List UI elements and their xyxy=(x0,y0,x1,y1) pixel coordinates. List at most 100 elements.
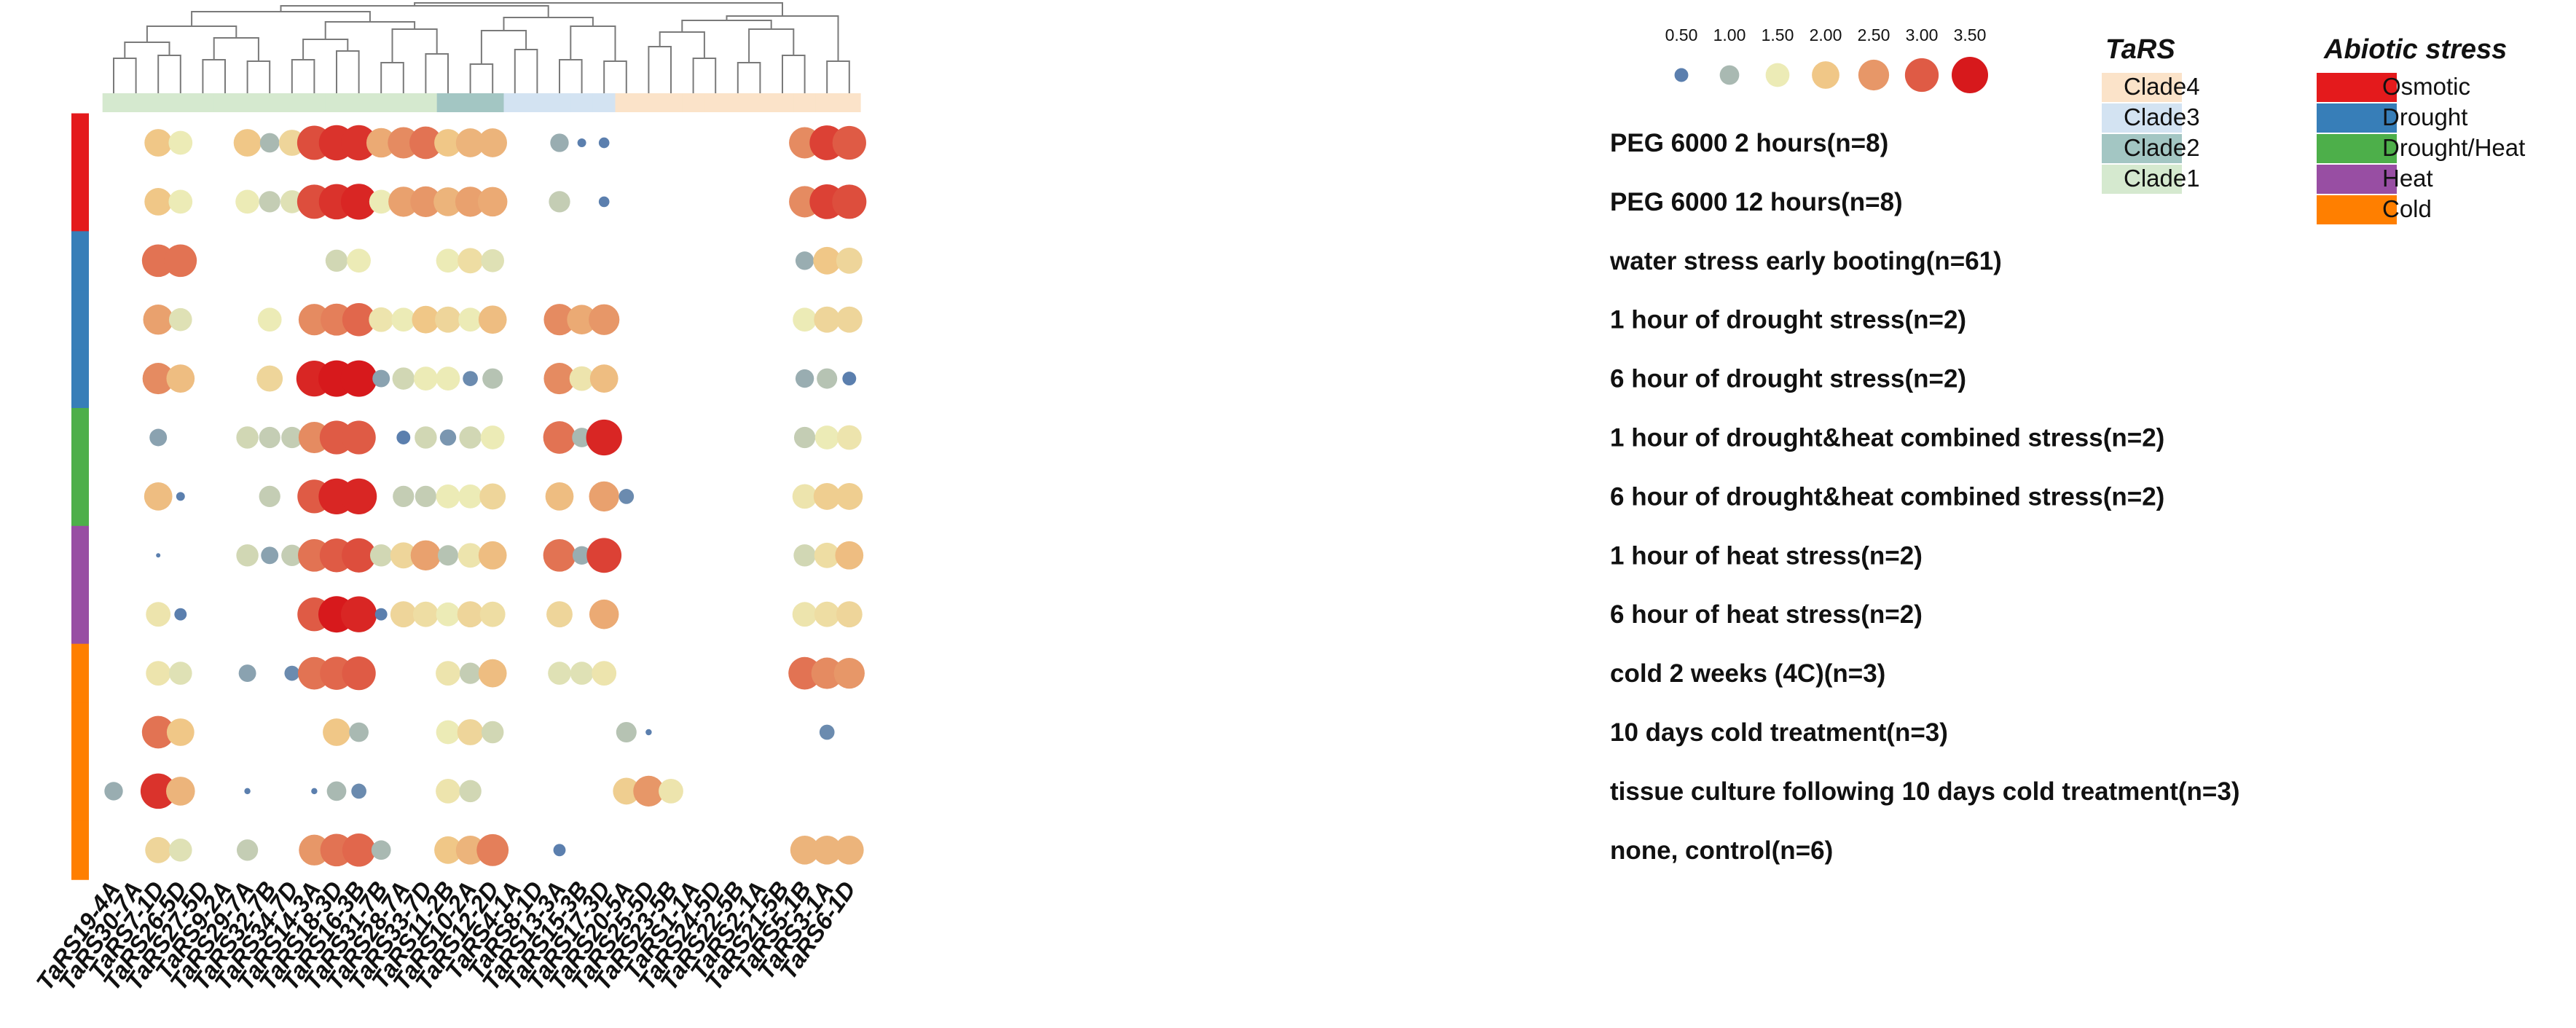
stress-legend-swatch xyxy=(2317,73,2397,102)
expression-dot xyxy=(323,718,350,746)
expression-dot xyxy=(256,365,283,392)
clade-bar-segment xyxy=(570,93,594,112)
clade-bar-segment xyxy=(838,93,861,112)
stress-legend: Abiotic stress Osmotic Drought Drought/Hea… xyxy=(2317,34,2525,224)
expression-dot xyxy=(436,484,460,509)
expression-dot xyxy=(165,777,195,806)
clade-bar-segment xyxy=(102,93,125,112)
expression-dot xyxy=(146,602,171,627)
expression-dot xyxy=(811,657,843,689)
clade-bar-segment xyxy=(615,93,638,112)
expression-dot xyxy=(458,543,483,568)
stress-annotation-bar xyxy=(71,113,89,880)
clade-bar-segment xyxy=(526,93,549,112)
expression-dot xyxy=(104,782,123,801)
stress-bar-segment xyxy=(71,761,89,821)
expression-dot xyxy=(793,426,816,449)
clade-bar-segment xyxy=(303,93,326,112)
expression-dot xyxy=(481,248,505,272)
expression-dot xyxy=(813,246,841,275)
expression-dot xyxy=(793,544,816,567)
expression-dot xyxy=(261,546,279,565)
expression-dot xyxy=(592,661,617,686)
expression-dot xyxy=(455,128,485,157)
expression-dot xyxy=(812,835,842,865)
clade-bar-segment xyxy=(192,93,215,112)
clade-bar-segment xyxy=(325,93,348,112)
clade-legend-swatch xyxy=(2102,103,2182,133)
clade-bar-segment xyxy=(704,93,727,112)
expression-dot xyxy=(281,544,303,566)
clade-bar-segment xyxy=(369,93,393,112)
condition-label: 10 days cold treatment(n=3) xyxy=(1610,718,1948,747)
stress-bar-segment xyxy=(71,820,89,880)
stress-legend-swatch xyxy=(2317,103,2397,133)
expression-dot xyxy=(478,128,508,157)
expression-dot xyxy=(340,478,377,515)
expression-dot xyxy=(795,251,814,270)
expression-dot xyxy=(476,833,509,866)
expression-dot xyxy=(458,248,484,274)
expression-dot xyxy=(236,426,259,449)
expression-dot xyxy=(817,368,838,389)
clade-legend-label: Clade4 xyxy=(2124,73,2200,100)
expression-dot xyxy=(371,840,391,860)
stress-bar-segment xyxy=(71,525,89,586)
expression-dot xyxy=(340,596,377,632)
clade-bar-segment xyxy=(236,93,259,112)
size-legend-label: 3.50 xyxy=(1954,25,1987,44)
expression-dot xyxy=(281,426,303,449)
expression-dot xyxy=(795,369,814,388)
expression-dot xyxy=(156,553,161,558)
expression-dot xyxy=(311,788,318,795)
expression-dot xyxy=(369,307,394,332)
expression-dot xyxy=(372,369,390,388)
expression-dot xyxy=(598,196,610,208)
expression-dot xyxy=(168,662,192,685)
clade-legend: TaRS Clade4 Clade3 Clade2 Clade1 xyxy=(2102,34,2200,194)
expression-dot xyxy=(479,601,506,627)
expression-dot xyxy=(388,187,419,217)
expression-dot xyxy=(659,778,683,804)
expression-dot xyxy=(814,306,841,333)
clade-bar-segment xyxy=(213,93,237,112)
expression-dot xyxy=(436,778,460,804)
expression-dot xyxy=(549,191,570,213)
expression-dot xyxy=(567,305,597,334)
expression-dot xyxy=(149,428,168,447)
size-legend: 0.50 1.00 1.50 2.00 2.50 3.00 3.50 xyxy=(1665,25,1988,93)
condition-label: 1 hour of heat stress(n=2) xyxy=(1610,541,1923,570)
expression-dot xyxy=(144,129,173,157)
size-legend-dot xyxy=(1812,61,1839,89)
clade-bar-segment xyxy=(659,93,683,112)
expression-dot xyxy=(166,718,195,746)
expression-dot xyxy=(143,304,173,335)
expression-dot xyxy=(439,429,457,446)
expression-dot xyxy=(836,425,862,450)
expression-dot xyxy=(545,482,574,511)
expression-dot xyxy=(457,719,484,745)
stress-legend-title: Abiotic stress xyxy=(2323,34,2507,65)
stress-legend-label: Cold xyxy=(2382,195,2432,222)
expression-dot xyxy=(412,601,439,627)
expression-dot xyxy=(459,780,482,803)
expression-dot xyxy=(298,304,330,336)
expression-dot xyxy=(833,657,865,689)
expression-dot xyxy=(836,306,863,333)
expression-dot xyxy=(166,364,195,393)
clade-bar-segment xyxy=(347,93,371,112)
expression-dot xyxy=(235,189,259,214)
expression-dot xyxy=(589,599,619,629)
expression-dot xyxy=(548,662,571,685)
clade-bar-segment xyxy=(637,93,661,112)
expression-dot xyxy=(396,431,411,444)
expression-dot xyxy=(244,788,251,795)
expression-dot xyxy=(790,835,820,865)
expression-dot xyxy=(414,366,438,391)
condition-label: PEG 6000 12 hours(n=8) xyxy=(1610,188,1903,216)
expression-dot xyxy=(374,608,388,621)
expression-dot xyxy=(390,542,417,569)
expression-dot xyxy=(482,368,503,389)
size-legend-label: 3.00 xyxy=(1906,25,1939,44)
stress-legend-label: Drought xyxy=(2382,103,2467,130)
